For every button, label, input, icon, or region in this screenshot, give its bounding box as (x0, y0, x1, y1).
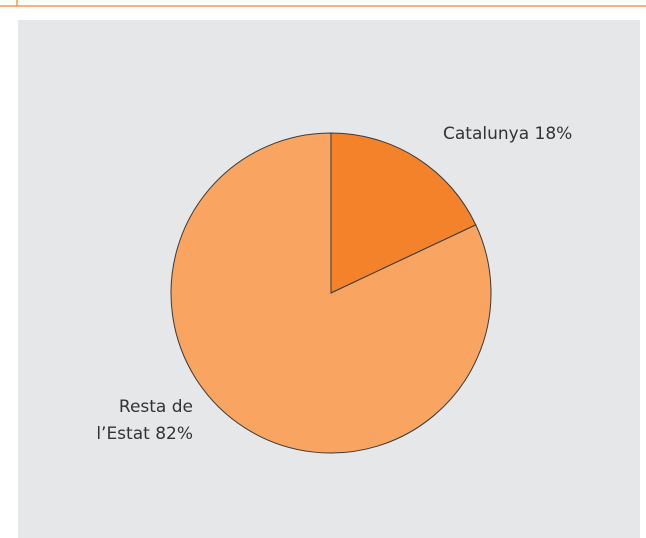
value-label: 82% (155, 424, 193, 444)
slice-label: Resta de l’Estat 82% (75, 394, 193, 448)
category-label: Catalunya (443, 124, 530, 144)
value-label: 18% (534, 124, 573, 144)
pie (170, 132, 492, 454)
pie-slice (170, 132, 492, 454)
slice-label: Catalunya 18% (443, 121, 572, 148)
pie-slice (330, 132, 477, 294)
category-label: Resta de l’Estat (96, 397, 193, 444)
